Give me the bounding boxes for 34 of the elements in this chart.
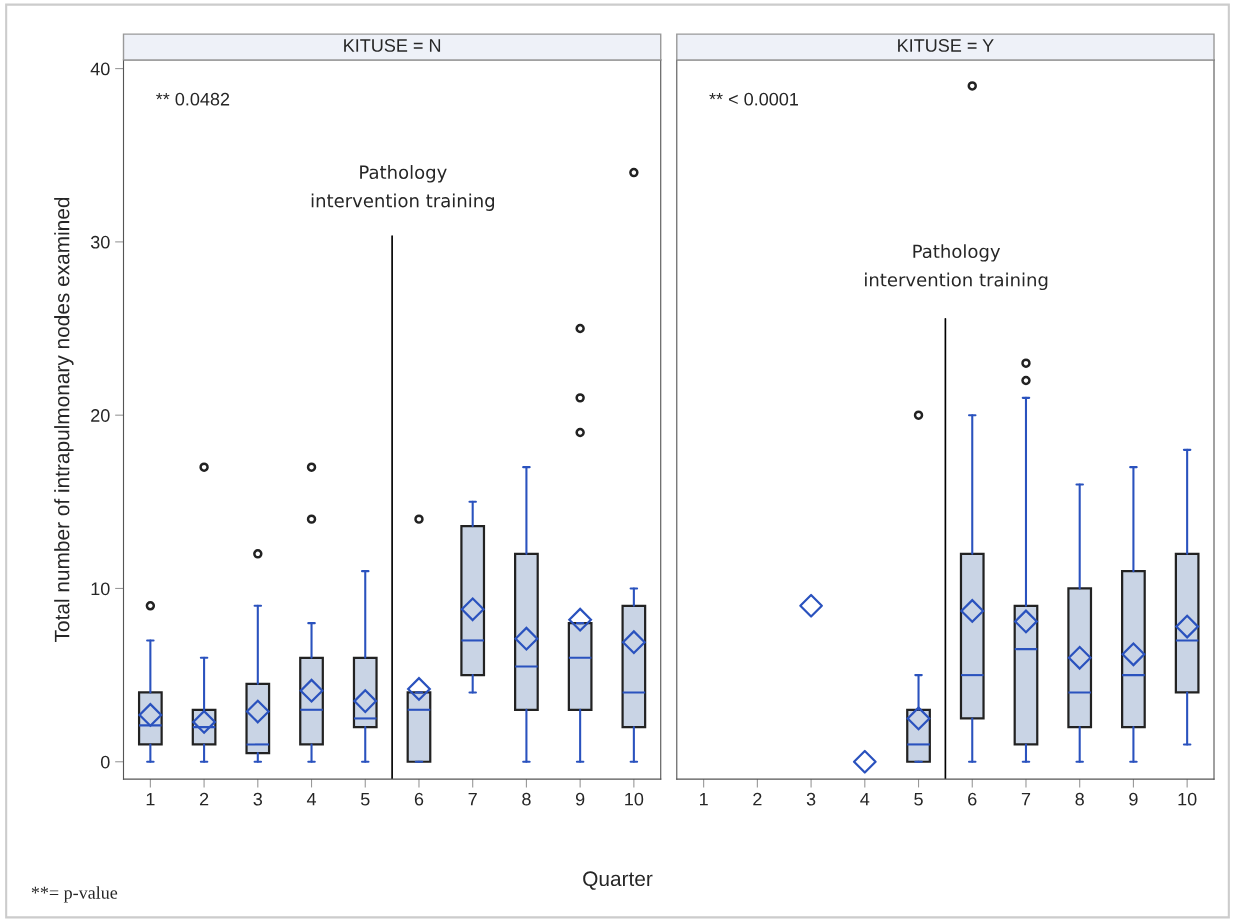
annotation: ** 0.0482 — [156, 92, 230, 106]
annotation: ** < 0.0001 — [709, 92, 798, 106]
x-tick-label: 2 — [753, 792, 762, 806]
x-tick-label: 7 — [468, 792, 477, 806]
x-tick-label: 8 — [1075, 792, 1084, 806]
x-tick-label: 6 — [414, 792, 424, 806]
x-tick-label: 10 — [625, 792, 644, 806]
x-tick-label: 6 — [968, 792, 977, 806]
x-axis-title: Quarter — [583, 871, 653, 890]
text: **= p-value — [31, 886, 118, 903]
y-axis-title: Total number of intrapulmonary nodes examined — [54, 197, 74, 642]
x-tick-label: 9 — [575, 792, 585, 806]
x-tick-label: 4 — [306, 792, 317, 806]
x-tick-label: 5 — [914, 792, 923, 806]
x-tick-label: 1 — [146, 792, 155, 806]
y-tick-label: 30 — [90, 235, 110, 249]
chart-title: KITUSE = Y — [898, 39, 994, 52]
x-tick-label: 5 — [360, 792, 370, 806]
x-tick-label: 2 — [199, 792, 209, 806]
x-tick-label: 1 — [700, 792, 708, 806]
y-tick-label: 40 — [90, 62, 110, 76]
ref-line-label: Pathology intervention training — [311, 165, 495, 211]
x-tick-label: 3 — [806, 792, 816, 806]
y-tick-label: 20 — [91, 409, 110, 422]
x-tick-label: 9 — [1129, 792, 1138, 806]
y-tick-label: 10 — [91, 582, 110, 596]
x-tick-label: 7 — [1021, 792, 1031, 806]
x-tick-label: 4 — [860, 792, 870, 806]
chart-title: KITUSE = N — [344, 39, 441, 52]
x-tick-label: 8 — [522, 792, 531, 806]
y-tick-label: 0 — [100, 755, 110, 769]
x-tick-label: 10 — [1178, 792, 1197, 806]
x-tick-label: 3 — [253, 792, 263, 806]
ref-line-label: Pathology intervention training — [865, 244, 1048, 291]
